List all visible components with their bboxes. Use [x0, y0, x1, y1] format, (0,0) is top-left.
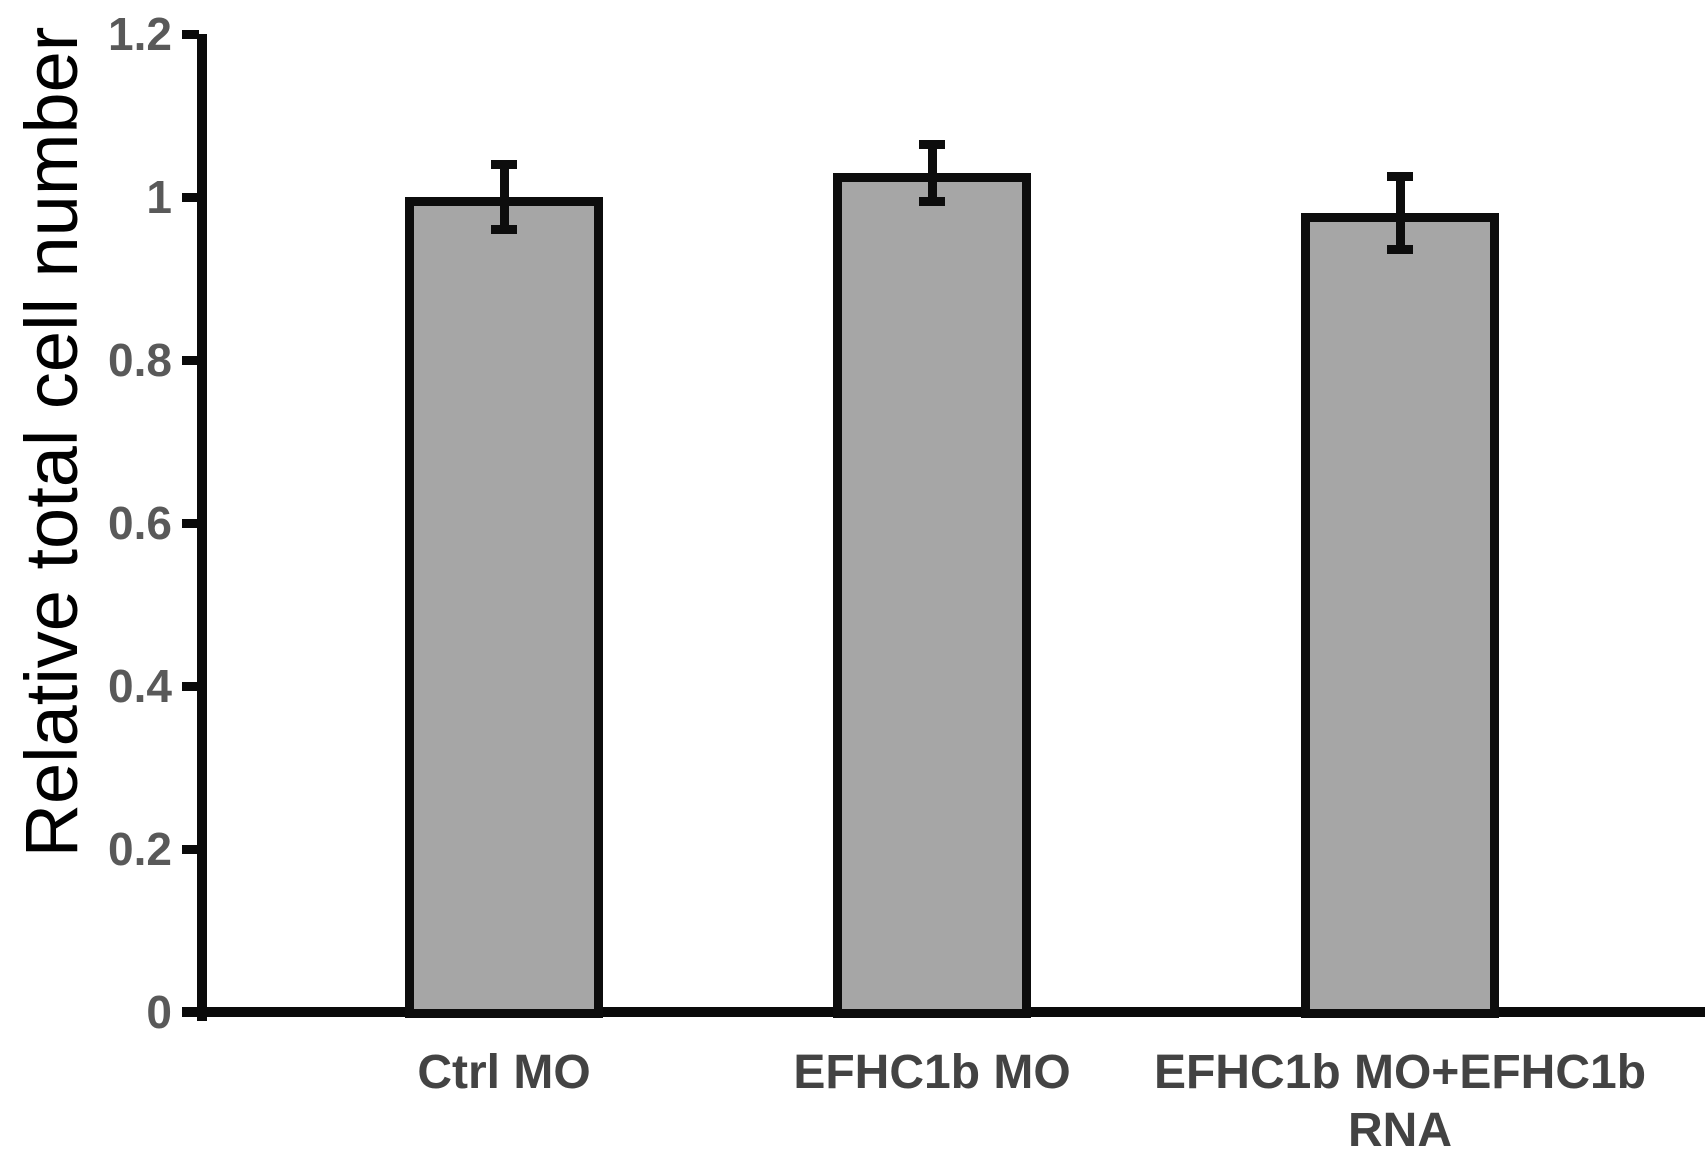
- error-bar-line: [927, 144, 937, 202]
- y-tick: [182, 844, 199, 854]
- y-tick: [182, 355, 199, 365]
- y-axis-line: [197, 34, 207, 1021]
- error-bar-cap-bottom: [491, 225, 517, 235]
- bar: [405, 197, 603, 1018]
- y-tick: [182, 518, 199, 528]
- error-bar-cap-top: [491, 159, 517, 169]
- y-tick-label: 0.2: [108, 823, 172, 875]
- y-tick-label: 1: [146, 171, 172, 223]
- x-category-label: Ctrl MO: [417, 1046, 591, 1099]
- x-category-label: EFHC1b MO: [793, 1046, 1071, 1099]
- error-bar-cap-bottom: [1387, 245, 1413, 255]
- bar: [1301, 213, 1499, 1018]
- error-bar-line: [499, 164, 509, 230]
- error-bar-line: [1395, 176, 1405, 250]
- y-tick: [182, 29, 199, 39]
- y-tick-label: 1.2: [108, 8, 172, 60]
- y-tick-label: 0.6: [108, 497, 172, 549]
- error-bar-cap-top: [1387, 172, 1413, 182]
- y-tick-label: 0: [146, 986, 172, 1038]
- y-tick-label: 0.8: [108, 334, 172, 386]
- error-bar-cap-bottom: [919, 196, 945, 206]
- x-category-label: EFHC1b MO+EFHC1b RNA: [1153, 1046, 1647, 1157]
- bar: [833, 172, 1031, 1018]
- y-tick: [182, 192, 199, 202]
- y-tick-label: 0.4: [108, 660, 172, 712]
- y-tick: [182, 681, 199, 691]
- error-bar-cap-top: [919, 139, 945, 149]
- y-axis-title: Relative total cell number: [10, 26, 93, 858]
